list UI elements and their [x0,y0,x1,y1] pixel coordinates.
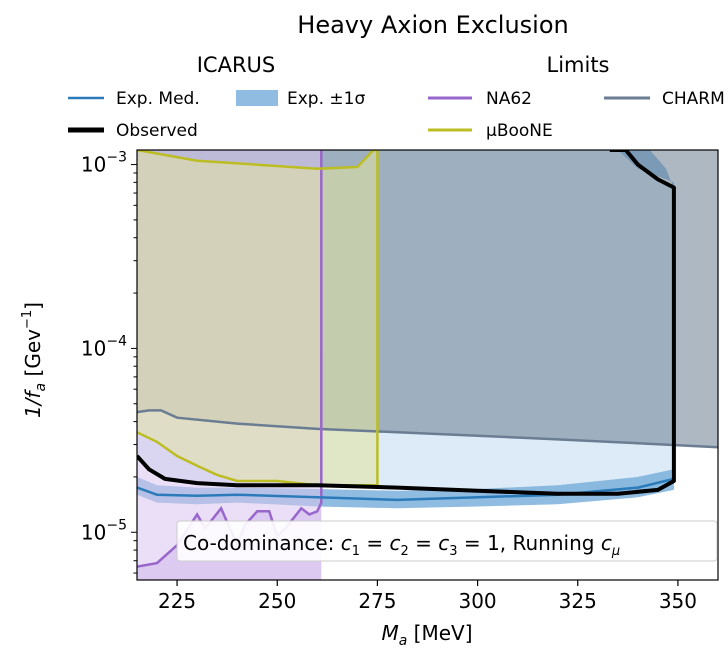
legend-label-observed: Observed [116,121,198,141]
legend-label-charm: CHARM [662,89,725,109]
x-axis-ticks: 225 250 275 300 325 350 [158,580,697,613]
legend-label-exp-band: Exp. ±1σ [287,89,365,109]
observed-line [137,150,676,496]
exp-median-line [137,477,675,502]
y-tick-label: 10−5 [81,517,127,544]
x-axis-label: Ma [MeV] [381,621,472,649]
x-tick-label: 225 [158,589,196,613]
legend-label-uboone: μBooNE [486,121,553,141]
y-axis-label: 1/fa [Gev−1] [20,302,49,418]
legend-swatch-exp-band [236,90,278,106]
legend-group-limits-title: Limits [547,53,610,77]
x-tick-label: 300 [458,589,496,613]
y-tick-label: 10−3 [81,150,127,177]
legend-label-na62: NA62 [486,89,532,109]
annotation-box [176,520,718,562]
uboone-top-line [137,150,378,170]
x-tick-label: 250 [258,589,296,613]
legend: ICARUS Limits Exp. Med. Exp. ±1σ Observe… [68,53,725,141]
x-tick-label: 350 [659,589,697,613]
chart-title: Heavy Axion Exclusion [297,11,568,39]
x-tick-label: 275 [358,589,396,613]
charm-line [137,409,718,449]
legend-label-exp-med: Exp. Med. [116,89,200,109]
plot-frame [136,149,719,581]
x-tick-label: 325 [559,589,597,613]
y-tick-label: 10−4 [81,333,127,360]
exclusion-fills [137,150,718,580]
uboone-region-fill [137,150,378,486]
legend-group-icarus-title: ICARUS [197,53,276,77]
annotation-text: Co-dominance: c1 = c2 = c3 = 1, Running … [183,531,620,559]
annotation: Co-dominance: c1 = c2 = c3 = 1, Running … [176,520,718,562]
y-axis-ticks: 10−5 10−4 10−3 [81,150,137,574]
